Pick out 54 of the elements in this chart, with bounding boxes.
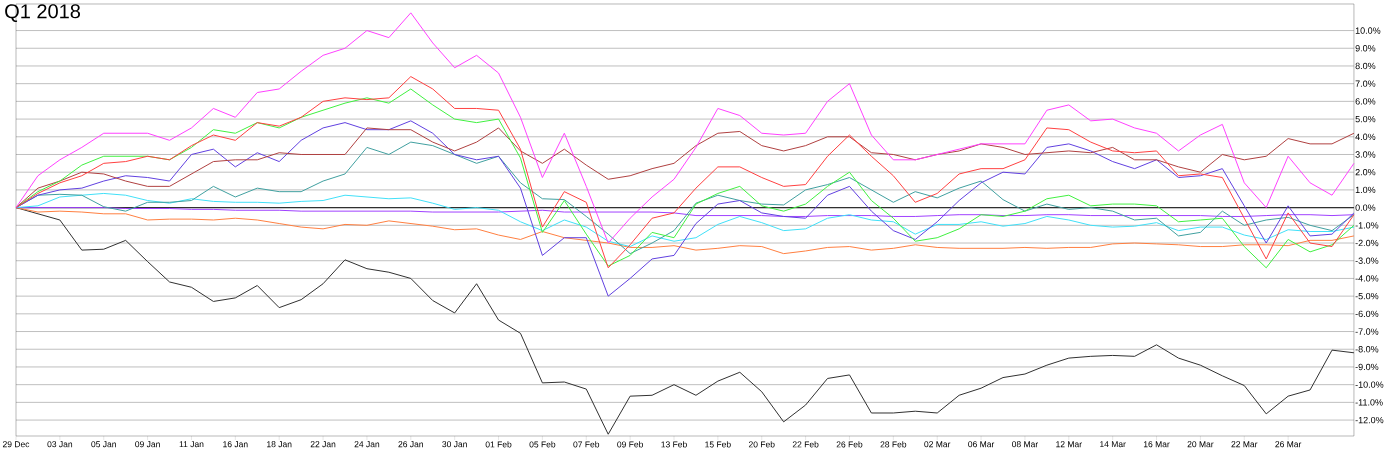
x-tick-label: 22 Feb bbox=[792, 441, 819, 448]
y-tick-label: -6.0% bbox=[1355, 310, 1379, 318]
x-tick-label: 01 Feb bbox=[485, 441, 512, 448]
x-tick-label: 18 Jan bbox=[267, 441, 292, 448]
y-tick-label: 6.0% bbox=[1355, 98, 1376, 105]
x-tick-label: 07 Feb bbox=[573, 441, 600, 448]
y-tick-label: -5.0% bbox=[1355, 292, 1379, 300]
x-tick-label: 09 Jan bbox=[135, 441, 160, 448]
x-tick-label: 29 Dec bbox=[2, 441, 30, 448]
y-tick-label: 3.0% bbox=[1355, 151, 1376, 158]
y-tick-label: 5.0% bbox=[1355, 115, 1376, 123]
y-tick-label: -11.0% bbox=[1355, 399, 1383, 406]
x-tick-label: 05 Feb bbox=[529, 441, 556, 448]
y-tick-label: -3.0% bbox=[1355, 257, 1379, 264]
y-tick-label: 1.0% bbox=[1355, 186, 1376, 194]
y-tick-label: -12.0% bbox=[1355, 416, 1384, 424]
y-tick-label: 4.0% bbox=[1355, 133, 1376, 140]
x-tick-label: 13 Feb bbox=[661, 441, 687, 448]
x-tick-label: 08 Mar bbox=[1012, 441, 1039, 448]
y-tick-label: 7.0% bbox=[1355, 80, 1376, 87]
y-tick-label: 9.0% bbox=[1355, 45, 1376, 52]
x-tick-label: 14 Mar bbox=[1100, 441, 1126, 448]
x-tick-label: 05 Jan bbox=[91, 441, 116, 448]
x-tick-label: 09 Feb bbox=[617, 441, 644, 448]
y-tick-label: -2.0% bbox=[1355, 239, 1379, 247]
x-tick-label: 26 Mar bbox=[1275, 441, 1302, 448]
x-tick-label: 26 Feb bbox=[836, 441, 863, 448]
y-tick-label: -4.0% bbox=[1355, 275, 1379, 282]
y-tick-label: -10.0% bbox=[1355, 381, 1384, 388]
x-tick-label: 02 Mar bbox=[924, 441, 951, 448]
x-tick-label: 12 Mar bbox=[1056, 441, 1082, 448]
x-tick-label: 16 Mar bbox=[1143, 441, 1170, 448]
x-tick-label: 11 Jan bbox=[179, 441, 204, 448]
y-tick-label: -1.0% bbox=[1355, 222, 1379, 229]
x-tick-label: 24 Jan bbox=[354, 441, 380, 448]
x-tick-label: 30 Jan bbox=[442, 441, 467, 448]
y-tick-label: -8.0% bbox=[1355, 346, 1379, 353]
y-tick-label: 2.0% bbox=[1355, 169, 1376, 176]
x-tick-label: 22 Jan bbox=[310, 441, 336, 448]
y-tick-label: -9.0% bbox=[1355, 363, 1379, 371]
x-tick-label: 22 Mar bbox=[1231, 441, 1258, 448]
y-tick-label: 0.0% bbox=[1355, 204, 1376, 211]
y-tick-label: 8.0% bbox=[1355, 62, 1376, 70]
x-tick-label: 03 Jan bbox=[47, 441, 73, 448]
x-tick-label: 06 Mar bbox=[968, 441, 995, 448]
y-tick-label: 10.0% bbox=[1355, 27, 1381, 34]
x-tick-label: 16 Jan bbox=[223, 441, 248, 448]
chart-title: Q1 2018 bbox=[5, 4, 81, 22]
x-tick-label: 20 Feb bbox=[748, 441, 775, 448]
x-tick-label: 20 Mar bbox=[1187, 441, 1214, 448]
x-tick-label: 15 Feb bbox=[705, 441, 731, 448]
x-tick-label: 28 Feb bbox=[880, 441, 907, 448]
y-tick-label: -7.0% bbox=[1355, 328, 1379, 335]
x-tick-label: 26 Jan bbox=[398, 441, 423, 448]
